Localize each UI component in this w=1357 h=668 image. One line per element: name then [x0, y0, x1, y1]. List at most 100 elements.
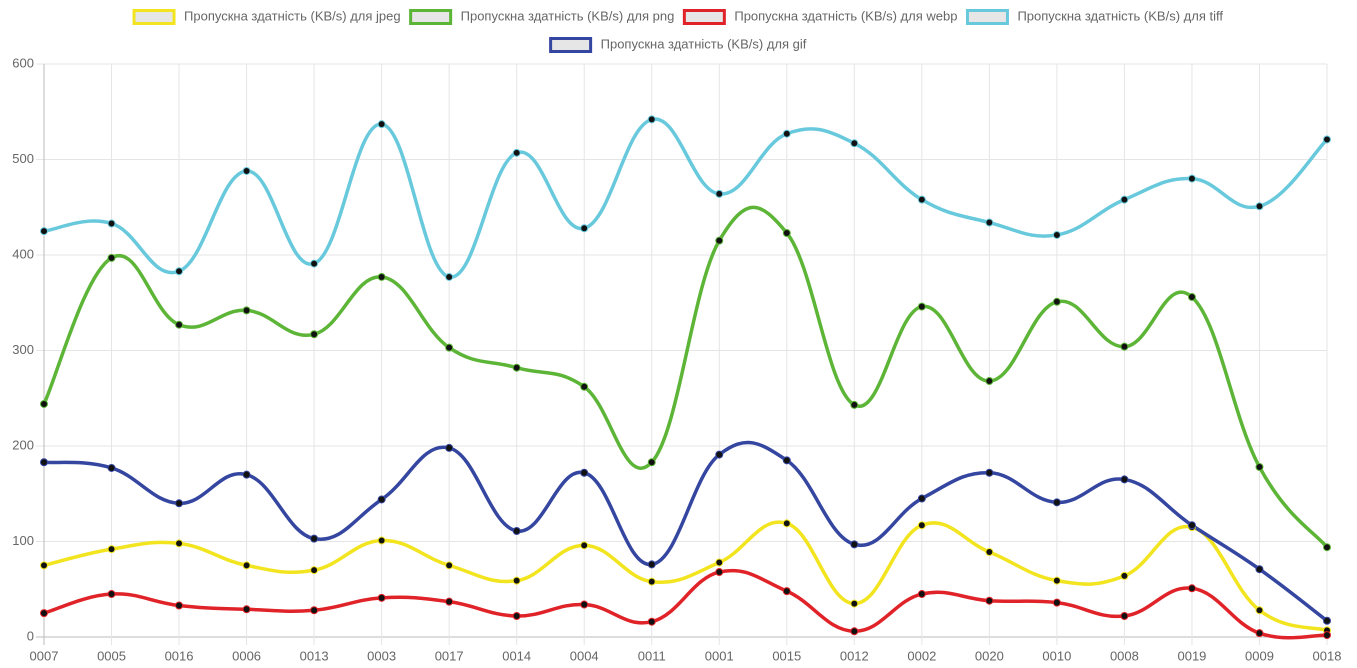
data-point — [1052, 230, 1061, 239]
data-point — [1323, 543, 1331, 552]
x-tick-label: 0014 — [502, 648, 531, 663]
legend-label: Пропускна здатність (KB/s) для webp — [734, 8, 957, 23]
data-point — [850, 139, 859, 148]
data-point — [175, 267, 184, 276]
data-point — [580, 224, 589, 233]
data-point — [647, 577, 656, 586]
data-point — [512, 148, 521, 157]
data-point — [445, 272, 454, 281]
data-point — [782, 587, 791, 596]
data-point — [850, 627, 859, 636]
data-point — [647, 458, 656, 467]
data-point — [1323, 631, 1331, 640]
data-point — [40, 227, 48, 236]
data-point — [310, 606, 319, 615]
data-point — [782, 129, 791, 138]
x-tick-label: 0012 — [840, 648, 869, 663]
data-point — [107, 463, 116, 472]
legend-item: Пропускна здатність (KB/s) для tiff — [965, 8, 1223, 25]
data-point — [715, 558, 724, 567]
data-point — [377, 495, 386, 504]
data-point — [647, 115, 656, 124]
data-point — [1187, 293, 1196, 302]
data-point — [512, 576, 521, 585]
series-line — [43, 568, 1328, 640]
legend-swatch — [132, 9, 176, 25]
data-point — [1052, 297, 1061, 306]
data-point — [1255, 202, 1264, 211]
data-point — [1120, 475, 1129, 484]
x-tick-label: 0009 — [1245, 648, 1274, 663]
data-point — [242, 470, 251, 479]
legend-swatch — [409, 9, 453, 25]
data-point — [1120, 571, 1129, 580]
data-point — [580, 468, 589, 477]
data-point — [107, 219, 116, 228]
data-point — [107, 253, 116, 262]
data-point — [107, 590, 116, 599]
data-point — [175, 499, 184, 508]
legend-item: Пропускна здатність (KB/s) для gif — [549, 36, 807, 53]
legend-label: Пропускна здатність (KB/s) для jpeg — [184, 8, 401, 23]
data-point — [445, 561, 454, 570]
legend-item: Пропускна здатність (KB/s) для png — [409, 8, 675, 25]
data-point — [107, 545, 116, 554]
x-tick-label: 0020 — [975, 648, 1004, 663]
data-point — [175, 539, 184, 548]
data-point — [512, 363, 521, 372]
data-point — [917, 195, 926, 204]
legend-swatch — [682, 9, 726, 25]
data-point — [1120, 195, 1129, 204]
data-point — [377, 120, 386, 129]
data-point — [850, 400, 859, 409]
data-point — [580, 600, 589, 609]
data-point — [242, 561, 251, 570]
x-tick-label: 0018 — [1313, 648, 1342, 663]
data-point — [850, 599, 859, 608]
data-point — [40, 399, 48, 408]
data-point — [310, 259, 319, 268]
data-point — [1255, 606, 1264, 615]
data-point — [40, 561, 48, 570]
data-point — [1187, 521, 1196, 530]
x-tick-label: 0016 — [165, 648, 194, 663]
data-point — [850, 540, 859, 549]
legend-label: Пропускна здатність (KB/s) для png — [461, 8, 675, 23]
legend-item: Пропускна здатність (KB/s) для jpeg — [132, 8, 401, 25]
x-tick-label: 0003 — [367, 648, 396, 663]
data-point — [1255, 629, 1264, 638]
data-point — [40, 609, 48, 618]
data-point — [1120, 342, 1129, 351]
data-point — [445, 597, 454, 606]
data-point — [715, 568, 724, 577]
x-tick-label: 0005 — [97, 648, 126, 663]
data-point — [917, 494, 926, 503]
data-point — [1052, 498, 1061, 507]
y-tick-label: 300 — [12, 342, 34, 357]
series-line — [43, 440, 1329, 623]
x-tick-label: 0004 — [570, 648, 599, 663]
y-tick-label: 400 — [12, 246, 34, 261]
data-point — [377, 536, 386, 545]
x-tick-label: 0013 — [300, 648, 329, 663]
data-point — [985, 218, 994, 227]
data-point — [310, 566, 319, 575]
data-point — [985, 548, 994, 557]
x-tick-label: 0008 — [1110, 648, 1139, 663]
data-point — [1255, 565, 1264, 574]
x-tick-label: 0017 — [435, 648, 464, 663]
data-point — [782, 229, 791, 238]
data-point — [1323, 616, 1331, 625]
data-point — [512, 611, 521, 620]
data-point — [512, 526, 521, 535]
data-point — [715, 236, 724, 245]
data-point — [242, 166, 251, 175]
y-tick-label: 200 — [12, 437, 34, 452]
x-tick-label: 0011 — [638, 648, 666, 663]
data-point — [985, 377, 994, 386]
data-point — [40, 458, 48, 467]
data-point — [175, 320, 184, 329]
legend-swatch — [549, 37, 593, 53]
data-point — [1187, 584, 1196, 593]
